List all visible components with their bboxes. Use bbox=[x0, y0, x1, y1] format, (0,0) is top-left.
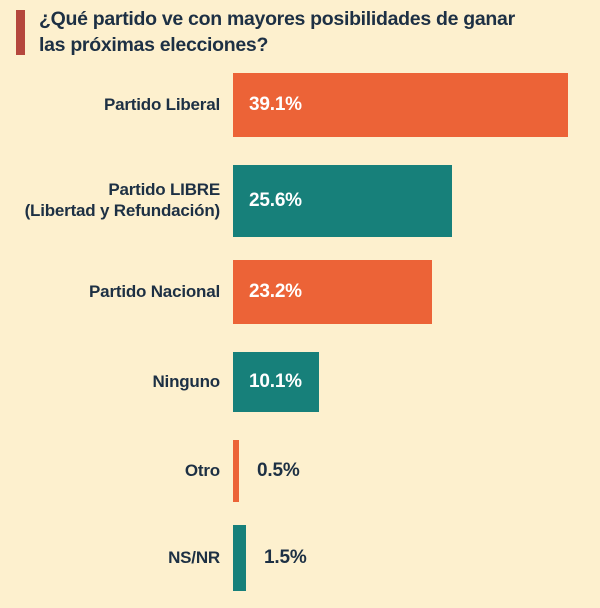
bar-rect: 39.1% bbox=[233, 73, 568, 137]
bar-rect: 25.6% bbox=[233, 165, 452, 237]
bar-rect bbox=[233, 525, 246, 591]
bar-category-label: Partido Nacional bbox=[0, 282, 220, 303]
bar-value-label: 25.6% bbox=[249, 190, 302, 211]
bar-category-label-line: NS/NR bbox=[168, 547, 220, 567]
bar-category-label-line: Partido Nacional bbox=[89, 281, 220, 301]
bar-row: Partido Liberal 39.1% bbox=[0, 73, 600, 137]
bar-row: Otro 0.5% bbox=[0, 440, 600, 502]
bar-value-label: 10.1% bbox=[249, 371, 302, 392]
bar-category-label-line: (Libertad y Refundación) bbox=[24, 201, 221, 220]
bar-rect: 23.2% bbox=[233, 260, 432, 324]
bar-row: Ninguno 10.1% bbox=[0, 352, 600, 412]
page-title: ¿Qué partido ve con mayores posibilidade… bbox=[39, 8, 515, 56]
bar-rect: 10.1% bbox=[233, 352, 319, 412]
bar-category-label: Otro bbox=[0, 461, 220, 482]
bar-value-label: 23.2% bbox=[249, 281, 302, 302]
bar-value-label: 39.1% bbox=[249, 94, 302, 115]
bar-row: Partido LIBRE (Libertad y Refundación) 25.… bbox=[0, 165, 600, 237]
chart-title-block: ¿Qué partido ve con mayores posibilidade… bbox=[0, 0, 600, 66]
bar-value-label: 0.5% bbox=[257, 460, 300, 481]
bar-row: Partido Nacional 23.2% bbox=[0, 260, 600, 324]
bar-rect bbox=[233, 440, 239, 502]
bar-category-label-line: Partido LIBRE bbox=[108, 180, 220, 200]
bar-row: NS/NR 1.5% bbox=[0, 525, 600, 591]
bar-category-label: Partido LIBRE (Libertad y Refundación) bbox=[0, 180, 221, 221]
bar-category-label-line: Partido Liberal bbox=[103, 94, 220, 114]
bar-category-label: Ninguno bbox=[0, 372, 220, 393]
bar-value-label: 1.5% bbox=[264, 547, 307, 568]
bar-category-label: Partido Liberal bbox=[0, 95, 220, 116]
bar-category-label-line: Otro bbox=[184, 460, 220, 480]
bar-category-label: NS/NR bbox=[0, 548, 220, 569]
title-accent-bar bbox=[16, 10, 25, 55]
chart-plot-area: Partido Liberal 39.1% Partido LIBRE (Libert… bbox=[0, 66, 600, 608]
bar-category-label-line: Ninguno bbox=[152, 371, 220, 391]
